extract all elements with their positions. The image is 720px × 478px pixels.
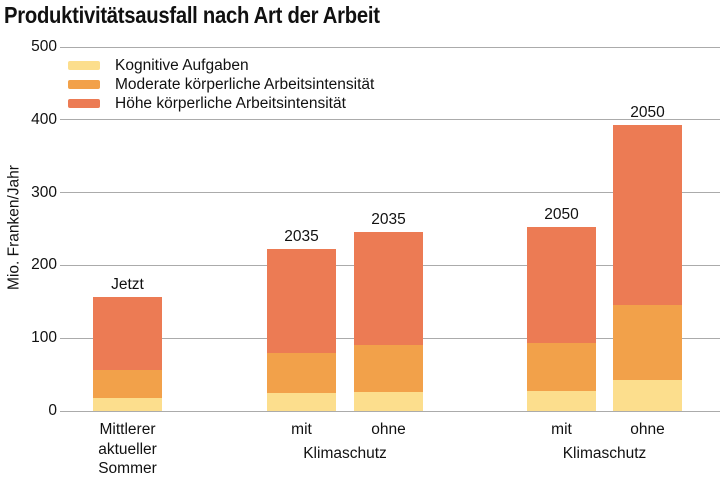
legend: Kognitive Aufgaben Moderate körperliche A…: [68, 56, 374, 113]
legend-item-1: Moderate körperliche Arbeitsintensität: [68, 75, 374, 94]
y-tick-label-300: 300: [31, 183, 57, 201]
legend-item-0: Kognitive Aufgaben: [68, 56, 374, 75]
bar-4-segment-0: [613, 380, 682, 411]
bar-2-segment-0: [354, 392, 423, 411]
chart-title: Produktivitätsausfall nach Art der Arbei…: [4, 2, 380, 28]
y-tick-label-400: 400: [31, 110, 57, 128]
y-axis-title: Mio. Franken/Jahr: [5, 165, 23, 290]
x-axis-label: ohne: [371, 421, 406, 438]
y-tick-label-100: 100: [31, 329, 57, 347]
legend-swatch-icon: [68, 61, 100, 70]
bar-0-segment-2: [93, 297, 162, 371]
y-tick-label-500: 500: [31, 38, 57, 55]
gridline-y-500: [60, 46, 720, 48]
gridline-y-300: [60, 192, 720, 194]
legend-label: Kognitive Aufgaben: [115, 56, 249, 74]
bar-2-segment-1: [354, 345, 423, 393]
bar-value-label: 2035: [284, 228, 319, 246]
bar-value-label: 2050: [630, 103, 665, 121]
x-axis-label: mit: [291, 421, 312, 438]
legend-label: Moderate körperliche Arbeitsintensität: [115, 75, 375, 93]
bar-value-label: 2035: [371, 210, 406, 228]
bar-1-segment-1: [267, 352, 336, 393]
legend-swatch-icon: [68, 80, 100, 89]
legend-label: Höhe körperliche Arbeitsintensität: [115, 94, 346, 112]
x-axis-label: mit: [551, 421, 572, 438]
gridline-y-400: [60, 119, 720, 121]
x-axis-group-label-1: Klimaschutz: [562, 445, 647, 462]
x-axis-label: Mittlerer aktueller Sommer: [98, 421, 157, 477]
x-axis-label: ohne: [630, 421, 665, 438]
y-tick-label-200: 200: [31, 256, 57, 274]
legend-item-2: Höhe körperliche Arbeitsintensität: [68, 94, 374, 113]
legend-swatch-icon: [68, 99, 100, 108]
bar-4-segment-2: [613, 124, 682, 306]
x-axis-group-label-0: Klimaschutz: [303, 445, 387, 462]
bar-2-segment-2: [354, 231, 423, 346]
bar-3-segment-2: [527, 226, 596, 344]
gridline-y-0: [60, 410, 720, 412]
bar-0-segment-0: [93, 397, 162, 411]
bar-3-segment-1: [527, 343, 596, 392]
bar-4-segment-1: [613, 305, 682, 381]
bar-1-segment-0: [267, 392, 336, 411]
y-tick-label-0: 0: [48, 402, 57, 419]
bar-value-label: 2050: [544, 205, 579, 223]
bar-3-segment-0: [527, 391, 596, 411]
bar-0-segment-1: [93, 370, 162, 398]
bar-value-label: Jetzt: [111, 276, 144, 294]
bar-1-segment-2: [267, 249, 336, 353]
